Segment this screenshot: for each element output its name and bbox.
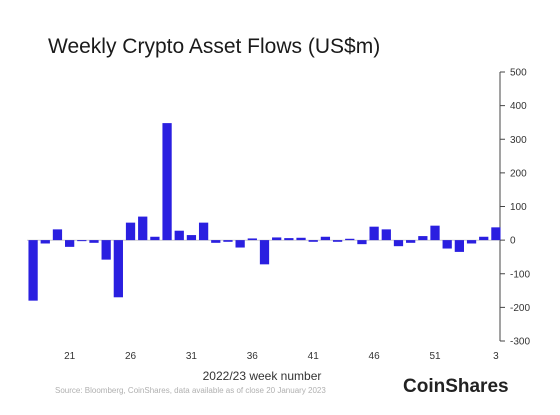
bar — [308, 240, 318, 242]
bar — [479, 236, 489, 241]
y-tick-label: 100 — [510, 202, 527, 213]
bar — [320, 236, 331, 241]
x-axis-ticks: 21 26 31 36 41 46 51 3 — [64, 351, 499, 362]
bars — [28, 123, 501, 301]
x-tick-label: 41 — [308, 351, 320, 362]
bar — [174, 230, 184, 241]
bar — [357, 240, 367, 245]
bar — [381, 229, 391, 241]
bar — [466, 240, 477, 244]
y-tick-label: 400 — [510, 101, 527, 112]
bar — [52, 229, 63, 241]
bar — [418, 236, 428, 241]
bar — [284, 238, 294, 241]
bar — [138, 216, 148, 241]
bar — [454, 240, 464, 252]
source-note: Source: Bloomberg, CoinShares, data avai… — [55, 386, 326, 395]
bar — [223, 240, 233, 242]
bar — [272, 237, 282, 241]
bar — [296, 237, 306, 241]
y-tick-label: -300 — [510, 337, 530, 348]
x-tick-label: 46 — [369, 351, 381, 362]
bar — [77, 240, 87, 242]
bar — [65, 240, 75, 247]
y-tick-label: 300 — [510, 135, 527, 146]
x-tick-label: 21 — [64, 351, 76, 362]
y-tick-label: 0 — [510, 236, 516, 247]
bar — [345, 238, 355, 241]
bar — [186, 235, 197, 241]
x-tick-label: 36 — [247, 351, 259, 362]
x-tick-label: 26 — [125, 351, 137, 362]
bar — [125, 222, 136, 241]
bar — [198, 222, 209, 241]
bar — [369, 226, 379, 241]
y-tick-label: -100 — [510, 269, 530, 280]
bar — [332, 240, 343, 242]
bar — [247, 238, 257, 241]
x-tick-label: 31 — [186, 351, 198, 362]
bar — [491, 227, 501, 241]
bar — [406, 240, 416, 243]
x-axis-label: 2022/23 week number — [203, 369, 322, 383]
bar — [150, 236, 160, 241]
brand-logo: CoinShares — [403, 376, 509, 397]
y-tick-label: -200 — [510, 303, 530, 314]
bar — [393, 240, 404, 247]
chart-title: Weekly Crypto Asset Flows (US$m) — [48, 35, 380, 58]
bar — [89, 240, 99, 243]
y-tick-label: 500 — [510, 68, 527, 79]
bar — [113, 240, 123, 298]
bar — [235, 240, 245, 248]
y-axis: 500 400 300 200 100 0 -100 -200 -300 — [27, 68, 530, 348]
bar — [40, 240, 50, 244]
y-tick-label: 200 — [510, 168, 527, 179]
bar — [442, 240, 452, 249]
x-tick-label: 51 — [429, 351, 441, 362]
bar — [162, 123, 172, 241]
bar — [211, 240, 221, 243]
bar — [101, 240, 111, 260]
bar — [28, 240, 38, 301]
bar — [259, 240, 270, 265]
x-tick-label: 3 — [493, 351, 499, 362]
bar — [430, 225, 440, 241]
